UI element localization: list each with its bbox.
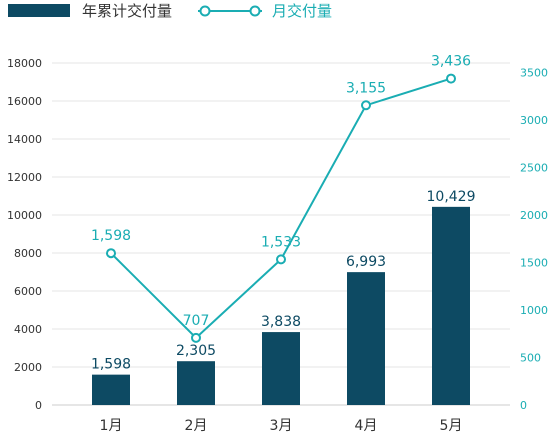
line-series	[106, 73, 456, 343]
bar	[347, 272, 385, 405]
bar	[177, 361, 215, 405]
right-tick-label: 2500	[520, 162, 548, 175]
right-axis: 0 500 1000 1500 2000 2500 3000 3500	[520, 67, 548, 413]
left-tick-label: 2000	[14, 361, 42, 374]
left-axis: 0 2000 4000 6000 8000 10000 12000 14000 16000 180…	[7, 57, 42, 412]
x-tick-label: 1月	[100, 418, 123, 434]
right-tick-label: 2000	[520, 209, 548, 222]
line-point	[361, 100, 371, 111]
grid	[52, 62, 510, 368]
left-tick-label: 8000	[14, 247, 42, 260]
right-tick-label: 0	[520, 399, 527, 412]
line-path	[110, 77, 452, 340]
left-tick-label: 10000	[7, 209, 42, 222]
bar	[92, 374, 130, 405]
legend-line-marker	[249, 5, 261, 17]
right-tick-label: 1500	[520, 257, 548, 270]
bar-value-label: 1,598	[91, 357, 131, 373]
bar-value-label: 3,838	[261, 314, 301, 330]
legend-bar-swatch	[8, 4, 70, 17]
left-tick-label: 18000	[7, 57, 42, 70]
bar-value-label: 6,993	[346, 254, 386, 270]
line-value-label: 1,533	[261, 234, 301, 250]
left-tick-label: 12000	[7, 171, 42, 184]
bar-labels: 1,598 2,305 3,838 6,993 10,429	[91, 189, 476, 373]
legend-line-marker	[199, 5, 211, 17]
line-labels: 1,598 707 1,533 3,155 3,436	[91, 54, 471, 329]
line-value-label: 707	[183, 313, 210, 329]
left-tick-label: 14000	[7, 133, 42, 146]
right-tick-label: 3500	[520, 67, 548, 80]
bar-series	[92, 206, 470, 405]
bar	[262, 332, 300, 405]
left-tick-label: 6000	[14, 285, 42, 298]
line-point	[276, 254, 286, 265]
legend-line-label: 月交付量	[272, 2, 332, 20]
right-tick-label: 500	[520, 352, 541, 365]
x-tick-label: 2月	[185, 418, 208, 434]
x-axis: 1月 2月 3月 4月 5月	[52, 404, 510, 434]
line-point	[446, 73, 456, 84]
bar-value-label: 2,305	[176, 343, 216, 359]
x-tick-label: 4月	[355, 418, 378, 434]
left-tick-label: 16000	[7, 95, 42, 108]
bar-value-label: 10,429	[427, 189, 476, 205]
left-tick-label: 4000	[14, 323, 42, 336]
x-tick-label: 3月	[270, 418, 293, 434]
right-tick-label: 1000	[520, 304, 548, 317]
line-value-label: 3,436	[431, 54, 471, 70]
bar	[432, 206, 470, 405]
left-tick-label: 0	[35, 399, 42, 412]
legend-bar-label: 年累计交付量	[82, 2, 172, 20]
line-point	[191, 332, 201, 343]
x-tick-label: 5月	[440, 418, 463, 434]
line-point	[106, 248, 116, 259]
line-value-label: 1,598	[91, 228, 131, 244]
line-value-label: 3,155	[346, 80, 386, 96]
legend: 年累计交付量 月交付量	[8, 2, 332, 20]
right-tick-label: 3000	[520, 114, 548, 127]
